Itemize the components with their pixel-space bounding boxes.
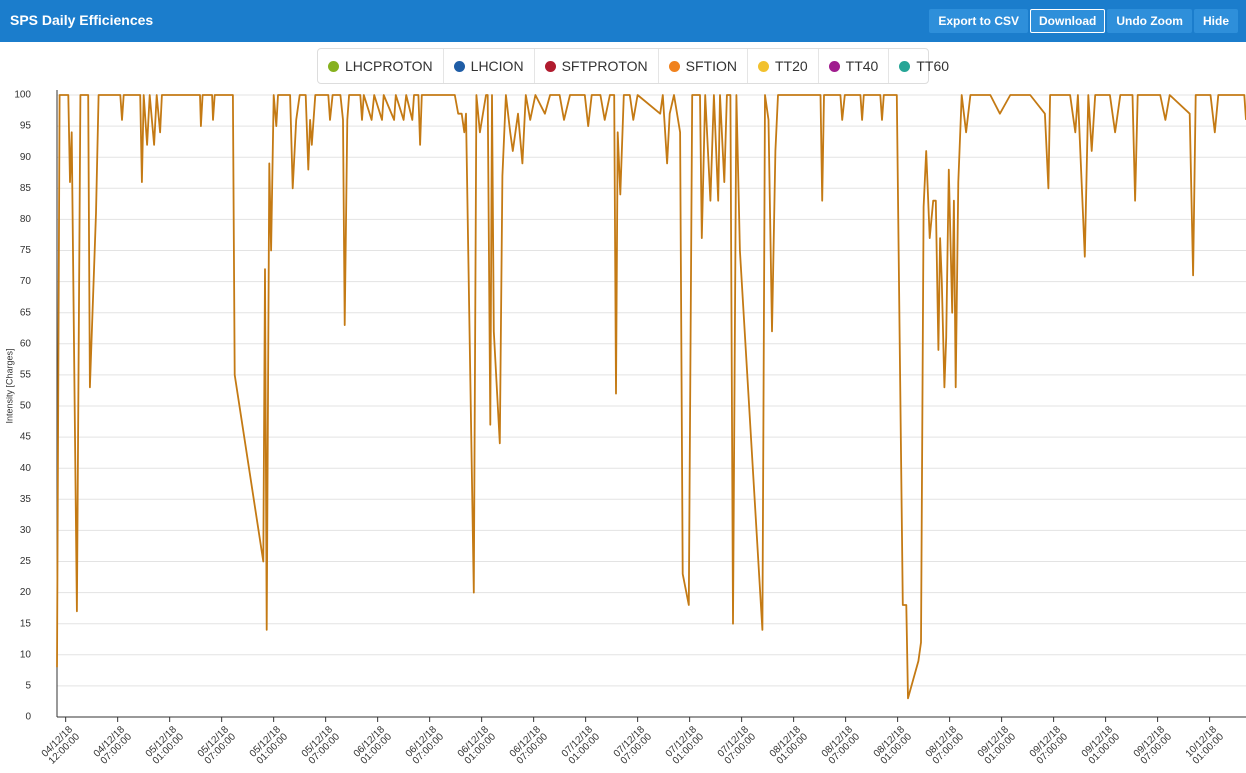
- button[interactable]: Undo Zoom: [1107, 9, 1192, 33]
- y-tick-label: 100: [14, 90, 31, 101]
- legend-label: SFTPROTON: [561, 58, 648, 74]
- y-tick-label: 45: [20, 432, 32, 443]
- y-tick-label: 20: [20, 587, 32, 598]
- button[interactable]: Export to CSV: [929, 9, 1028, 33]
- y-tick-label: 90: [20, 152, 32, 163]
- data-line: [56, 94, 1246, 700]
- legend-label: SFTION: [685, 58, 737, 74]
- y-tick-label: 65: [20, 307, 32, 318]
- y-axis-title: Intensity [Charges]: [4, 348, 14, 423]
- legend-item[interactable]: LHCION: [444, 49, 535, 83]
- y-tick-label: 10: [20, 649, 32, 660]
- legend-swatch: [899, 60, 911, 72]
- button[interactable]: Download: [1030, 9, 1106, 33]
- y-tick-label: 70: [20, 276, 32, 287]
- y-tick-label: 60: [20, 338, 32, 349]
- legend-item[interactable]: SFTPROTON: [535, 49, 659, 83]
- legend-swatch: [453, 60, 465, 72]
- header: SPS Daily Efficiences Export to CSV Downl…: [0, 0, 1246, 42]
- legend-label: LHCPROTON: [345, 58, 433, 74]
- legend-swatch: [328, 60, 339, 72]
- legend-item[interactable]: TT60: [889, 49, 959, 83]
- y-tick-label: 40: [20, 463, 32, 474]
- legend-item[interactable]: LHCPROTON: [318, 49, 444, 83]
- legend-swatch: [757, 60, 769, 72]
- y-tick-label: 95: [20, 121, 32, 132]
- y-tick-label: 55: [20, 370, 32, 381]
- legend-item[interactable]: SFTION: [659, 49, 748, 83]
- y-tick-label: 35: [20, 494, 32, 505]
- legend-label: TT40: [845, 58, 879, 74]
- legend-label: LHCION: [470, 58, 524, 74]
- y-tick-label: 0: [25, 712, 31, 723]
- legend-item[interactable]: TT20: [748, 49, 819, 83]
- legend-swatch: [668, 60, 680, 72]
- y-tick-label: 80: [20, 214, 32, 225]
- legend-item[interactable]: TT40: [819, 49, 890, 83]
- y-tick-label: 25: [20, 556, 32, 567]
- y-tick-label: 30: [20, 525, 32, 536]
- toolbar: Export to CSV Download Undo Zoom Hide: [929, 9, 1238, 33]
- y-tick-label: 50: [20, 401, 32, 412]
- legend-swatch: [828, 60, 840, 72]
- legend: LHCPROTON LHCION SFTPROTON SFTION TT20 TT40 TT…: [317, 48, 949, 84]
- y-tick-label: 15: [20, 618, 32, 629]
- legend-label: TT20: [774, 58, 808, 74]
- y-tick-label: 75: [20, 245, 32, 256]
- y-tick-label: 85: [20, 183, 32, 194]
- app-title: SPS Daily Efficiences: [10, 12, 154, 28]
- y-tick-label: 5: [25, 681, 31, 692]
- legend-swatch: [544, 60, 556, 72]
- legend-label: TT60: [916, 58, 950, 74]
- button[interactable]: Hide: [1193, 9, 1238, 33]
